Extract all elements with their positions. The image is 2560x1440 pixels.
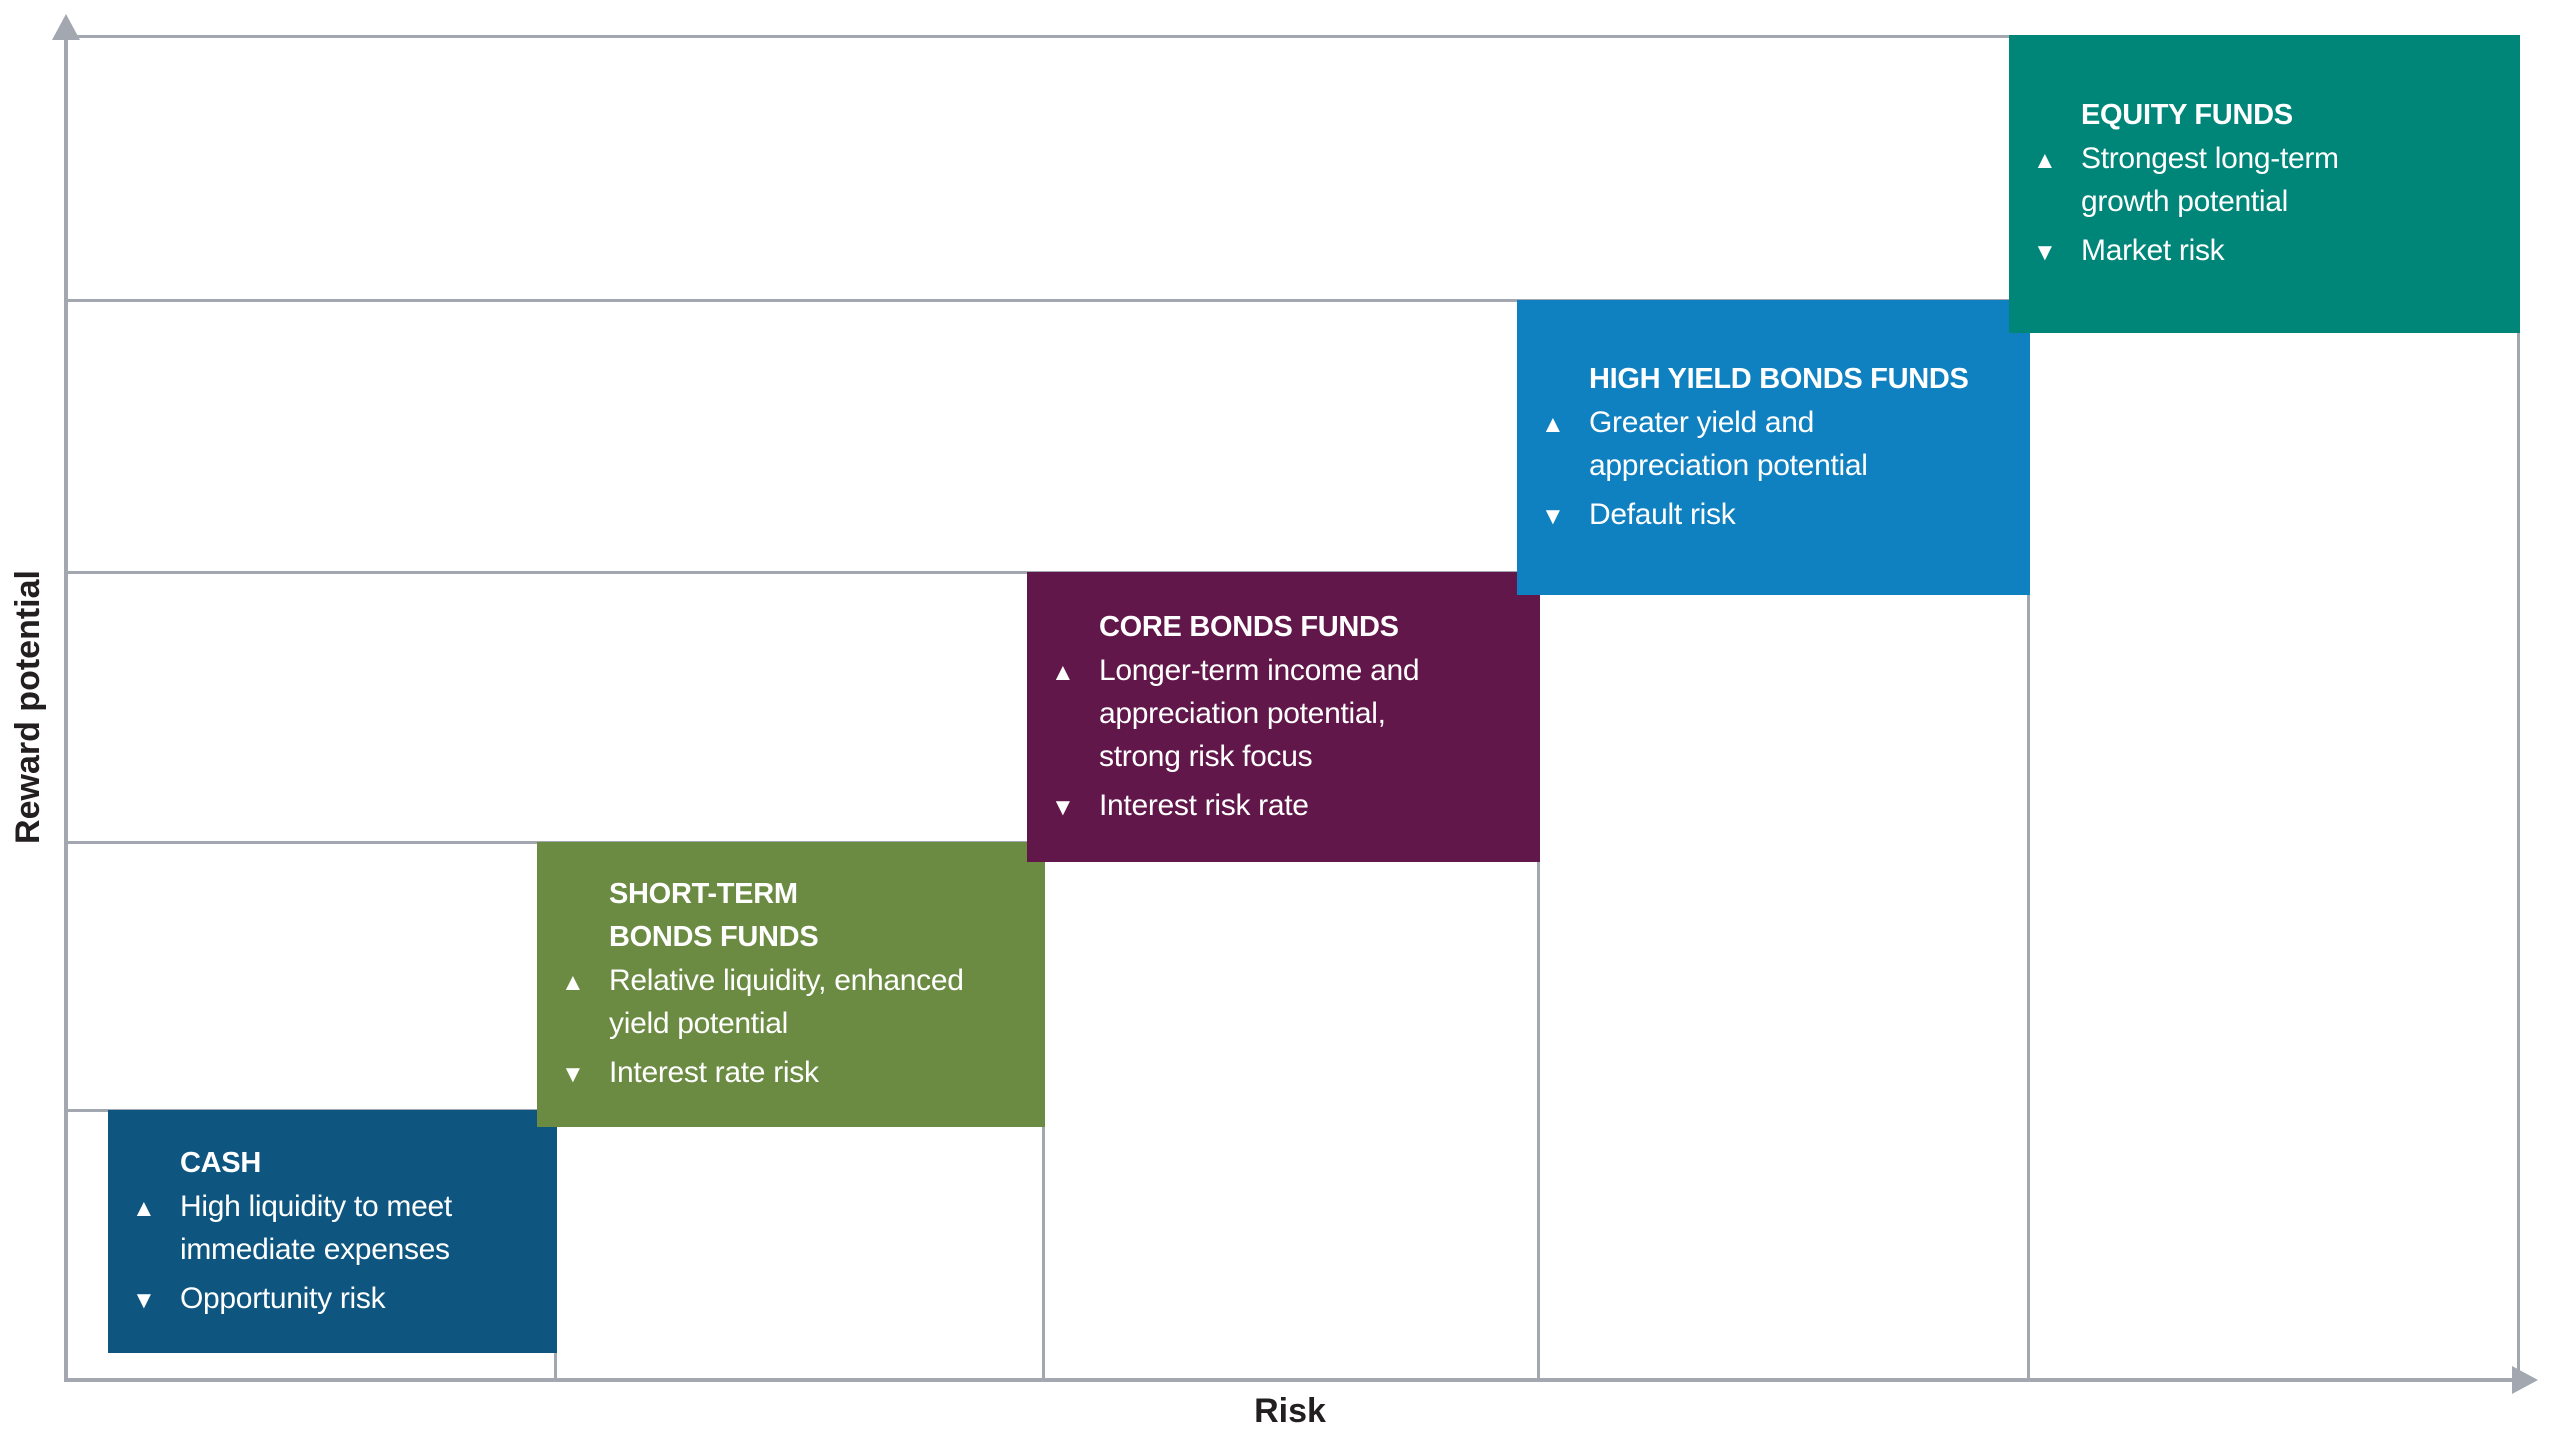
- step-vline-core-bonds: [1537, 572, 1540, 1380]
- fund-con-row: ▼ Interest rate risk: [561, 1051, 1027, 1096]
- step-vline-equity: [2517, 35, 2520, 1380]
- fund-con-row: ▼ Interest risk rate: [1051, 784, 1522, 829]
- fund-pro-text: Greater yield and appreciation potential: [1589, 405, 1868, 482]
- fund-con-text: Interest risk rate: [1099, 788, 1309, 822]
- x-axis-arrow-icon: [2512, 1366, 2538, 1394]
- fund-pro-row: ▲ Strongest long-term growth potential: [2033, 137, 2502, 223]
- fund-pro-row: ▲ Greater yield and appreciation potenti…: [1541, 401, 2012, 487]
- fund-con-text: Interest rate risk: [609, 1056, 819, 1089]
- fund-title: EQUITY FUNDS: [2081, 99, 2293, 131]
- fund-pro-text: Longer-term income and appreciation pote…: [1099, 653, 1420, 773]
- down-triangle-icon: ▼: [2033, 239, 2057, 266]
- down-triangle-icon: ▼: [1051, 793, 1075, 821]
- fund-pro-text: Strongest long-term growth potential: [2081, 142, 2339, 218]
- up-triangle-icon: ▲: [132, 1194, 156, 1222]
- up-triangle-icon: ▲: [1541, 410, 1565, 438]
- step-line-equity: [66, 35, 2520, 38]
- x-axis-line: [64, 1378, 2516, 1382]
- fund-box-equity: EQUITY FUNDS ▲ Strongest long-term growt…: [2009, 35, 2520, 333]
- x-axis-label: Risk: [1254, 1392, 1326, 1430]
- step-line-high-yield: [66, 299, 2030, 302]
- fund-pro-row: ▲ Relative liquidity, enhanced yield pot…: [561, 959, 1027, 1045]
- fund-title: CASH: [180, 1146, 261, 1179]
- down-triangle-icon: ▼: [561, 1061, 585, 1088]
- fund-con-row: ▼ Default risk: [1541, 493, 2012, 538]
- step-vline-high-yield: [2027, 300, 2030, 1380]
- fund-pro-row: ▲ High liquidity to meet immediate expen…: [132, 1185, 539, 1271]
- fund-box-short-term-bonds: SHORT-TERM BONDS FUNDS ▲ Relative liquid…: [537, 842, 1045, 1127]
- y-axis-label: Reward potential: [9, 570, 47, 844]
- fund-title: SHORT-TERM BONDS FUNDS: [609, 878, 819, 953]
- fund-pro-text: Relative liquidity, enhanced yield poten…: [609, 964, 964, 1040]
- fund-box-high-yield-bonds: HIGH YIELD BONDS FUNDS ▲ Greater yield a…: [1517, 300, 2030, 595]
- fund-pro-text: High liquidity to meet immediate expense…: [180, 1189, 452, 1266]
- down-triangle-icon: ▼: [132, 1286, 156, 1314]
- y-axis-arrow-icon: [52, 14, 80, 40]
- fund-pro-row: ▲ Longer-term income and appreciation po…: [1051, 649, 1522, 778]
- fund-title: HIGH YIELD BONDS FUNDS: [1589, 362, 1969, 395]
- up-triangle-icon: ▲: [1051, 658, 1075, 686]
- step-line-core-bonds: [66, 571, 1540, 574]
- up-triangle-icon: ▲: [2033, 147, 2057, 174]
- down-triangle-icon: ▼: [1541, 502, 1565, 530]
- fund-box-core-bonds: CORE BONDS FUNDS ▲ Longer-term income an…: [1027, 572, 1540, 862]
- y-axis-line: [64, 30, 68, 1382]
- up-triangle-icon: ▲: [561, 969, 585, 996]
- fund-con-text: Default risk: [1589, 497, 1736, 531]
- fund-title: CORE BONDS FUNDS: [1099, 610, 1399, 643]
- fund-con-text: Opportunity risk: [180, 1281, 386, 1315]
- fund-con-row: ▼ Opportunity risk: [132, 1277, 539, 1322]
- fund-box-cash: CASH ▲ High liquidity to meet immediate …: [108, 1110, 557, 1353]
- fund-con-row: ▼ Market risk: [2033, 229, 2502, 274]
- fund-con-text: Market risk: [2081, 234, 2225, 267]
